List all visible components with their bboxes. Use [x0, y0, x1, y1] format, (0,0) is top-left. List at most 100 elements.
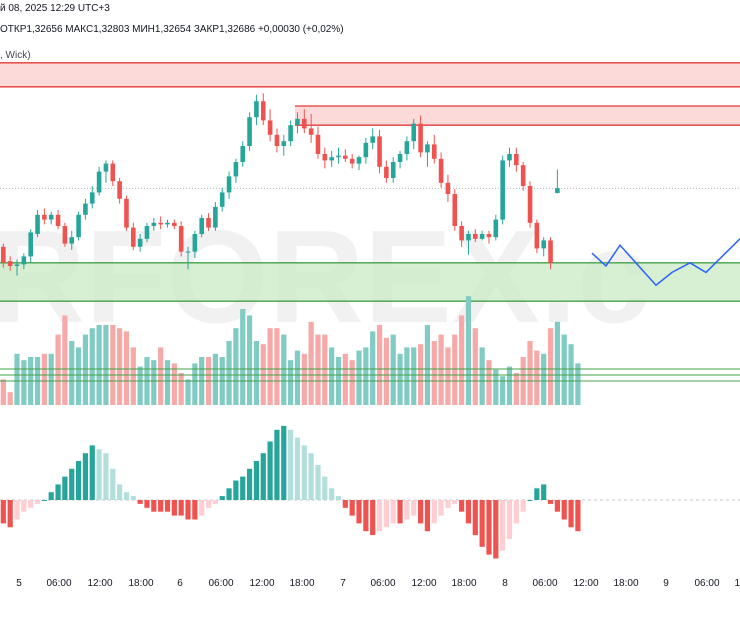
volume-bar — [164, 360, 171, 405]
oscillator-bar — [438, 500, 444, 516]
volume-bar — [246, 315, 253, 405]
candle-body — [158, 222, 163, 225]
volume-bar — [117, 328, 123, 405]
oscillator-bar — [308, 453, 314, 500]
volume-bar — [21, 360, 27, 405]
oscillator-bar — [137, 500, 143, 504]
oscillator-bar — [294, 437, 301, 500]
candle-body — [28, 232, 33, 257]
candle-body — [486, 234, 492, 238]
x-tick-label: 06:00 — [694, 578, 719, 589]
volume-bar — [329, 347, 335, 405]
candle-body — [343, 155, 348, 159]
candle-body — [541, 240, 546, 249]
oscillator-bar — [452, 500, 458, 504]
candle-body — [418, 123, 423, 153]
volume-bar — [55, 334, 61, 405]
volume-bar — [493, 369, 499, 405]
oscillator-bar — [205, 500, 212, 508]
zone-support-2 — [0, 262, 740, 302]
oscillator-bar — [69, 468, 75, 500]
volume-bar — [185, 379, 191, 405]
oscillator-bar — [226, 488, 232, 500]
oscillator-bar — [164, 500, 171, 512]
candle-body — [431, 144, 437, 159]
candle-body — [124, 198, 129, 228]
oscillator-bar — [527, 500, 533, 501]
candle-body — [14, 264, 20, 266]
candle-body — [103, 163, 109, 172]
volume-bar — [14, 353, 20, 405]
volume-bar — [547, 328, 554, 405]
volume-bar — [527, 341, 533, 405]
oscillator-bar — [260, 453, 266, 500]
candle-body — [83, 203, 88, 215]
oscillator-bar — [465, 500, 472, 524]
candle-body — [192, 234, 198, 252]
oscillator-bar — [192, 500, 198, 520]
oscillator-bar — [171, 500, 177, 516]
oscillator-bar — [281, 425, 287, 500]
volume-bar — [267, 328, 273, 405]
candle-body — [48, 214, 54, 220]
volume-bar — [479, 347, 485, 405]
oscillator-bar — [144, 500, 150, 508]
oscillator-bar — [568, 500, 574, 528]
candle-body — [404, 141, 410, 154]
volume-bar — [253, 341, 260, 405]
oscillator-bar — [541, 484, 547, 500]
candle-body — [131, 227, 136, 247]
volume-bar — [411, 347, 417, 405]
candle-body — [281, 141, 287, 146]
symbol-date: й 08, 2025 12:29 UTC+3 — [0, 3, 110, 14]
oscillator-bar — [21, 500, 27, 512]
candle-body — [213, 206, 218, 228]
oscillator-bar — [158, 500, 164, 512]
oscillator-bar — [459, 500, 465, 512]
candle-body — [384, 166, 389, 178]
time-axis: 5 06:00 12:00 18:00 6 06:00 12:00 18:00 7 06:00 12… — [16, 578, 740, 589]
candle-body — [329, 157, 334, 161]
volume-bar — [226, 341, 232, 405]
oscillator-bar — [479, 500, 485, 547]
forecast-line — [591, 238, 740, 287]
volume-bar — [315, 334, 321, 405]
oscillator-bar — [178, 500, 184, 516]
candle-body — [240, 146, 246, 162]
volume-bar — [506, 366, 513, 405]
candle-body — [411, 123, 417, 142]
x-tick-label: 6 — [177, 578, 183, 589]
candle-body — [473, 234, 478, 239]
candle-body — [42, 214, 47, 220]
candle-body — [534, 222, 540, 249]
oscillator-bar — [342, 500, 348, 508]
volume-bar — [212, 353, 218, 405]
candle-body — [1, 246, 6, 263]
oscillator-bar — [363, 500, 369, 532]
candle-body — [62, 226, 68, 244]
volume-bar — [383, 337, 389, 405]
volume-bar — [41, 353, 47, 405]
volume-bar — [281, 334, 287, 405]
x-tick-label: 06:00 — [370, 578, 395, 589]
volume-bar — [82, 334, 89, 405]
volume-bar — [123, 331, 130, 405]
volume-bar — [308, 321, 314, 405]
candle-body — [89, 192, 95, 204]
indicator-legend: , Wick) — [0, 50, 31, 61]
candle-body — [349, 158, 355, 164]
candle-body — [466, 234, 471, 241]
candle-body — [185, 251, 191, 253]
candle-body — [363, 142, 369, 158]
volume-bar — [89, 328, 95, 405]
volume-bar — [110, 325, 116, 405]
volume-bar — [233, 328, 239, 405]
volume-bar — [151, 360, 157, 405]
oscillator-bar — [110, 468, 116, 500]
oscillator-bar — [219, 496, 225, 500]
x-tick-label: 5 — [16, 578, 22, 589]
oscillator-bar — [506, 500, 513, 539]
x-tick-label: 12:00 — [249, 578, 274, 589]
oscillator-bar — [397, 500, 403, 524]
